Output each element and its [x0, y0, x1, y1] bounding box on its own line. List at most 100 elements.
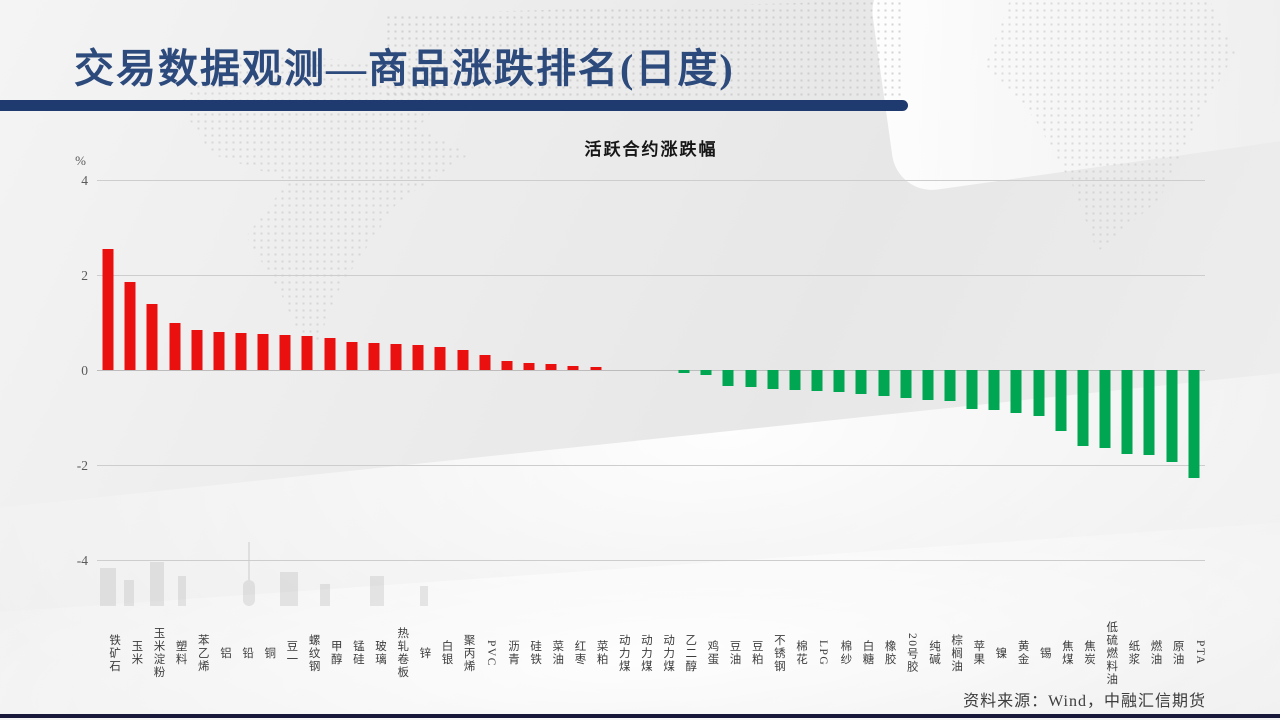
bar-column: [651, 180, 673, 560]
gain-bar-铝: [213, 331, 225, 370]
category-label: 纸浆: [1127, 640, 1140, 666]
gain-bar-锌: [412, 344, 424, 370]
category-label: 菜粕: [595, 640, 608, 666]
gain-bar-螺纹钢: [301, 336, 313, 370]
loss-bar-橡胶: [878, 370, 890, 396]
gain-bar-红枣: [567, 366, 579, 370]
title-underline: [0, 100, 908, 111]
loss-bar-镍: [988, 370, 1000, 410]
category-label: 豆粕: [750, 640, 763, 666]
bar-column: [341, 180, 363, 560]
bar-column: [629, 180, 651, 560]
bar-column: [562, 180, 584, 560]
gain-bar-锰硅: [346, 342, 358, 370]
category-label: 乙二醇: [684, 633, 697, 673]
gain-bar-PVC: [479, 355, 491, 370]
bar-column: [407, 180, 429, 560]
category-label: 菜油: [551, 640, 564, 666]
loss-bar-原油: [1166, 370, 1178, 462]
category-label: 铅: [241, 646, 254, 660]
category-label: 焦煤: [1060, 640, 1073, 666]
category-label: 热轧卷板: [396, 627, 409, 679]
bar-column: [784, 180, 806, 560]
loss-bar-20号胶: [900, 370, 912, 398]
category-label: 低硫燃料油: [1105, 620, 1118, 686]
bar-column: [296, 180, 318, 560]
gridline: [97, 275, 1205, 276]
category-label: 玉米淀粉: [152, 627, 165, 679]
bar-column: [762, 180, 784, 560]
category-label: 动力煤: [639, 633, 652, 673]
bar-column: [97, 180, 119, 560]
gain-bar-聚丙烯: [457, 349, 469, 370]
y-tick-label: -2: [76, 458, 88, 473]
loss-bar-棉纱: [833, 370, 845, 392]
loss-bar-焦煤: [1055, 370, 1067, 431]
bar-column: [1050, 180, 1072, 560]
bar-column: [385, 180, 407, 560]
gridline: [97, 180, 1205, 181]
category-label: 黄金: [1016, 640, 1029, 666]
bar-series: [97, 180, 1205, 560]
category-label: 豆油: [728, 640, 741, 666]
loss-bar-黄金: [1010, 370, 1022, 414]
category-label: 棉纱: [839, 640, 852, 666]
bar-column: [740, 180, 762, 560]
bar-column: [872, 180, 894, 560]
zero-axis-line: [97, 370, 1205, 371]
category-label: 甲醇: [329, 640, 342, 666]
y-axis: 4 2 0 -2 -4: [52, 174, 88, 567]
gain-bar-甲醇: [324, 337, 336, 370]
category-label: 红枣: [573, 640, 586, 666]
bar-column: [1005, 180, 1027, 560]
bar-column: [939, 180, 961, 560]
gain-bar-铅: [235, 333, 247, 370]
category-label: PTA: [1193, 640, 1206, 666]
loss-bar-燃油: [1143, 370, 1155, 456]
y-tick-label: -4: [76, 553, 88, 568]
category-label: 不锈钢: [772, 633, 785, 673]
gain-bar-塑料: [169, 322, 181, 370]
y-tick-label: 0: [81, 363, 88, 378]
category-label: 锰硅: [351, 640, 364, 666]
category-label: 聚丙烯: [462, 633, 475, 673]
bar-column: [319, 180, 341, 560]
category-label: 玻璃: [374, 640, 387, 666]
bar-column: [119, 180, 141, 560]
bar-column: [1138, 180, 1160, 560]
gain-bar-苯乙烯: [191, 330, 203, 370]
category-label: 白银: [440, 640, 453, 666]
category-label: 白糖: [861, 640, 874, 666]
bar-column: [186, 180, 208, 560]
category-label: 动力煤: [662, 633, 675, 673]
category-label: 豆一: [285, 640, 298, 666]
bar-column: [1183, 180, 1205, 560]
bar-column: [961, 180, 983, 560]
category-label: 镍: [994, 646, 1007, 660]
y-tick-label: 2: [81, 268, 88, 283]
bar-column: [673, 180, 695, 560]
gain-bar-菜油: [545, 363, 557, 370]
gridline: [97, 560, 1205, 561]
category-label: 铁矿石: [108, 633, 121, 673]
gain-bar-铁矿石: [102, 248, 114, 370]
loss-bar-锡: [1033, 370, 1045, 416]
bar-column: [252, 180, 274, 560]
bottom-border: [0, 714, 1280, 718]
category-label: 锌: [418, 646, 431, 660]
category-label: PVC: [484, 639, 497, 667]
bar-column: [163, 180, 185, 560]
bar-column: [474, 180, 496, 560]
chart-title: 活跃合约涨跌幅: [584, 140, 718, 159]
category-label: 塑料: [174, 640, 187, 666]
loss-bar-白糖: [855, 370, 867, 394]
category-label: 棕榈油: [950, 633, 963, 673]
bar-column: [828, 180, 850, 560]
loss-bar-豆粕: [745, 370, 757, 388]
loss-bar-纯碱: [922, 370, 934, 400]
category-label: 锡: [1038, 646, 1051, 660]
category-label: 20号胶: [905, 632, 918, 674]
bar-column: [496, 180, 518, 560]
category-label: 鸡蛋: [706, 640, 719, 666]
bar-column: [806, 180, 828, 560]
